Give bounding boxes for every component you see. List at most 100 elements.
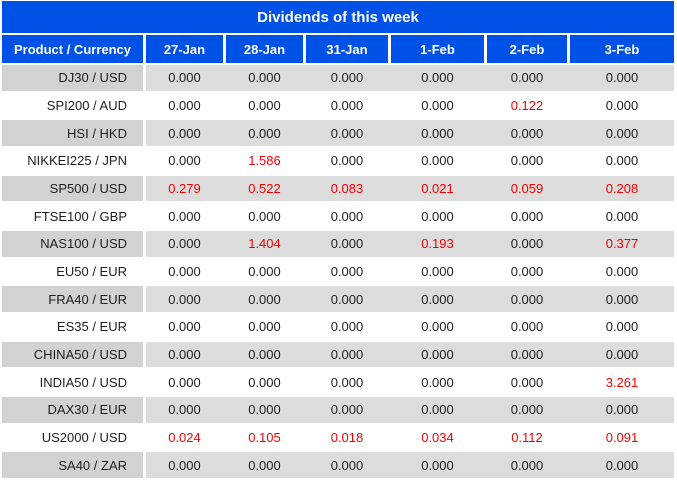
dividend-value-cell: 0.000: [391, 341, 487, 368]
dividend-value-cell: 0.000: [570, 258, 674, 285]
dividend-value-cell: 0.000: [391, 258, 487, 285]
table-row: DJ30 / USD 0.000 0.000 0.000 0.000 0.000 0.000: [2, 65, 674, 93]
column-header-2-feb: 2-Feb: [487, 35, 570, 63]
table-header-row: Product / Currency 27-Jan 28-Jan 31-Jan 1-Fe…: [2, 35, 674, 63]
table-row: HSI / HKD 0.000 0.000 0.000 0.000 0.000 0.000: [2, 120, 674, 149]
table-row: SP500 / USD 0.279 0.522 0.083 0.021 0.059 0.20…: [2, 175, 674, 204]
product-currency-cell: SPI200 / AUD: [2, 92, 146, 119]
dividend-value-cell: 0.000: [391, 120, 487, 147]
dividend-value-cell: 0.000: [391, 452, 487, 479]
product-currency-cell: INDIA50 / USD: [2, 369, 146, 396]
dividend-value-cell: 0.000: [306, 258, 391, 285]
dividend-value-cell: 0.000: [391, 148, 487, 174]
dividend-value-cell: 0.000: [487, 148, 570, 174]
dividend-value-cell: 0.000: [391, 65, 487, 91]
column-header-28-jan: 28-Jan: [226, 35, 306, 63]
dividend-value-cell: 3.261: [570, 369, 674, 396]
dividend-value-cell: 0.000: [570, 341, 674, 368]
dividend-value-cell: 0.000: [226, 452, 306, 479]
dividend-value-cell: 0.000: [146, 120, 226, 147]
dividend-value-cell: 0.000: [570, 120, 674, 147]
dividend-value-cell: 0.112: [487, 424, 570, 451]
product-currency-cell: US2000 / USD: [2, 424, 146, 451]
column-header-31-jan: 31-Jan: [306, 35, 391, 63]
dividend-value-cell: 0.059: [487, 175, 570, 202]
dividend-value-cell: 0.000: [391, 286, 487, 313]
dividend-value-cell: 0.000: [306, 286, 391, 313]
dividend-value-cell: 0.000: [306, 65, 391, 91]
dividend-value-cell: 0.018: [306, 424, 391, 451]
dividend-value-cell: 0.091: [570, 424, 674, 451]
dividend-value-cell: 0.000: [570, 286, 674, 313]
dividend-value-cell: 0.279: [146, 175, 226, 202]
product-currency-cell: SA40 / ZAR: [2, 452, 146, 479]
dividend-value-cell: 0.000: [487, 258, 570, 285]
dividend-value-cell: 0.122: [487, 92, 570, 119]
dividend-value-cell: 0.000: [226, 65, 306, 91]
dividend-value-cell: 0.000: [570, 452, 674, 479]
dividend-value-cell: 0.377: [570, 231, 674, 257]
table-row: FTSE100 / GBP 0.000 0.000 0.000 0.000 0.000 0.…: [2, 203, 674, 232]
dividend-value-cell: 0.000: [391, 203, 487, 230]
dividend-value-cell: 0.000: [306, 369, 391, 396]
dividend-value-cell: 0.000: [487, 203, 570, 230]
dividend-value-cell: 0.083: [306, 175, 391, 202]
dividend-value-cell: 0.000: [146, 258, 226, 285]
product-currency-cell: ES35 / EUR: [2, 314, 146, 340]
dividend-value-cell: 0.000: [306, 397, 391, 423]
dividend-value-cell: 0.193: [391, 231, 487, 257]
dividend-value-cell: 0.000: [146, 203, 226, 230]
dividend-value-cell: 0.000: [146, 231, 226, 257]
table-row: FRA40 / EUR 0.000 0.000 0.000 0.000 0.000 0.00…: [2, 286, 674, 315]
table-row: SA40 / ZAR 0.000 0.000 0.000 0.000 0.000 0.000: [2, 452, 674, 481]
dividend-value-cell: 0.000: [226, 369, 306, 396]
dividend-value-cell: 0.000: [226, 286, 306, 313]
table-row: NAS100 / USD 0.000 1.404 0.000 0.193 0.000 0.3…: [2, 231, 674, 259]
dividend-value-cell: 0.000: [146, 341, 226, 368]
dividend-value-cell: 0.000: [146, 148, 226, 174]
dividend-value-cell: 0.000: [391, 314, 487, 340]
product-currency-cell: NAS100 / USD: [2, 231, 146, 257]
dividend-value-cell: 0.000: [226, 397, 306, 423]
dividend-value-cell: 0.000: [306, 231, 391, 257]
product-currency-cell: CHINA50 / USD: [2, 341, 146, 368]
dividend-value-cell: 0.000: [570, 397, 674, 423]
product-currency-cell: FTSE100 / GBP: [2, 203, 146, 230]
table-row: SPI200 / AUD 0.000 0.000 0.000 0.000 0.122 0.0…: [2, 92, 674, 121]
dividend-value-cell: 0.000: [487, 231, 570, 257]
column-header-product-currency: Product / Currency: [2, 35, 146, 63]
dividend-value-cell: 0.000: [391, 369, 487, 396]
product-currency-cell: HSI / HKD: [2, 120, 146, 147]
dividend-value-cell: 0.000: [487, 120, 570, 147]
dividend-value-cell: 0.000: [391, 397, 487, 423]
dividend-value-cell: 0.000: [306, 203, 391, 230]
dividend-value-cell: 0.000: [570, 314, 674, 340]
table-body: DJ30 / USD 0.000 0.000 0.000 0.000 0.000 0.000…: [2, 65, 674, 481]
product-currency-cell: EU50 / EUR: [2, 258, 146, 285]
column-header-27-jan: 27-Jan: [146, 35, 226, 63]
dividend-value-cell: 0.034: [391, 424, 487, 451]
table-row: EU50 / EUR 0.000 0.000 0.000 0.000 0.000 0.000: [2, 258, 674, 287]
table-row: CHINA50 / USD 0.000 0.000 0.000 0.000 0.000 0.…: [2, 341, 674, 370]
dividend-value-cell: 0.000: [306, 92, 391, 119]
dividend-value-cell: 0.024: [146, 424, 226, 451]
dividend-value-cell: 0.000: [226, 341, 306, 368]
dividend-value-cell: 0.000: [487, 314, 570, 340]
dividend-value-cell: 0.000: [306, 341, 391, 368]
dividend-value-cell: 0.000: [306, 120, 391, 147]
dividend-value-cell: 0.000: [226, 92, 306, 119]
dividend-value-cell: 0.000: [487, 369, 570, 396]
dividend-value-cell: 0.000: [487, 286, 570, 313]
product-currency-cell: FRA40 / EUR: [2, 286, 146, 313]
dividend-value-cell: 0.021: [391, 175, 487, 202]
column-header-1-feb: 1-Feb: [391, 35, 487, 63]
dividend-value-cell: 0.000: [146, 65, 226, 91]
table-row: ES35 / EUR 0.000 0.000 0.000 0.000 0.000 0.000: [2, 314, 674, 342]
column-header-3-feb: 3-Feb: [570, 35, 674, 63]
dividend-value-cell: 0.000: [487, 341, 570, 368]
dividend-value-cell: 0.000: [391, 92, 487, 119]
dividend-value-cell: 1.586: [226, 148, 306, 174]
product-currency-cell: NIKKEI225 / JPN: [2, 148, 146, 174]
table-title: Dividends of this week: [2, 1, 674, 33]
